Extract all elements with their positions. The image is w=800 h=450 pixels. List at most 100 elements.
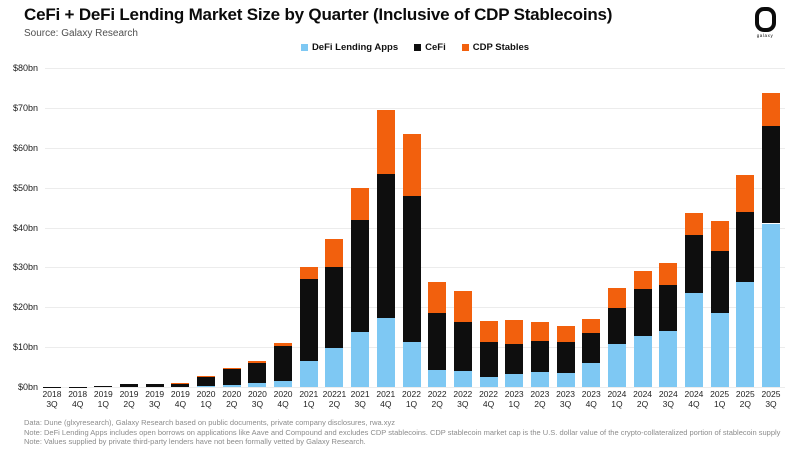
gridline (45, 387, 785, 388)
x-axis-label-quarter: 3Q (765, 398, 777, 409)
x-axis-label-quarter: 1Q (405, 398, 418, 409)
bar-segment-defi (274, 380, 293, 387)
x-axis-label-year: 2025 (735, 389, 755, 399)
y-axis-tick-label: $20bn (12, 302, 38, 313)
bar-segment-cefi (171, 383, 190, 387)
x-axis-label: 2024 1Q (595, 389, 639, 409)
bar-segment-cefi (556, 341, 575, 374)
x-axis-label-year: 2018 (42, 389, 62, 399)
bar-segment-defi (453, 371, 472, 387)
x-axis-label-quarter: 2Q (636, 398, 649, 409)
bar-segment-cefi (762, 126, 780, 224)
bar-segment-cefi (479, 341, 498, 378)
x-axis-label: 2025 2Q (723, 389, 767, 409)
bar-segment-defi (222, 385, 241, 387)
x-axis-label: 2023 2Q (518, 389, 562, 409)
bar-segment-cefi (428, 312, 447, 370)
galaxy-logo-icon (754, 7, 776, 32)
x-axis-label-year: 2019 (93, 389, 113, 399)
y-axis-tick-label: $10bn (12, 342, 38, 353)
legend-label: DeFi Lending Apps (311, 42, 399, 53)
footnote-line-3: Note: Values supplied by private third-p… (24, 437, 366, 446)
x-axis-label-quarter: 2Q (739, 398, 751, 409)
legend-item: CDP Stables (461, 42, 530, 53)
footnote-line-2: Note: DeFi Lending Apps includes open bo… (24, 427, 781, 437)
bar-segment-cdp (351, 188, 370, 220)
x-axis-label: 2022 1Q (390, 389, 434, 409)
bar-segment-cefi (582, 332, 601, 364)
x-axis-label-quarter: 2Q (431, 398, 443, 409)
x-axis-label-year: 2023 (504, 389, 524, 399)
bar-segment-defi (582, 363, 601, 387)
bar-segment-cefi (120, 384, 139, 387)
y-axis-tick-label: $30bn (12, 262, 38, 273)
x-axis-label-year: 2023 (556, 389, 576, 399)
bar-segment-defi (633, 336, 652, 387)
bar-segment-defi (505, 373, 524, 387)
x-axis-label: 2022 4Q (467, 389, 511, 409)
x-axis-label: 2021 3Q (338, 389, 382, 409)
x-axis-label: 2020 2Q (210, 389, 254, 409)
y-axis-tick-label: $50bn (12, 182, 38, 193)
x-axis-label: 2019 1Q (81, 389, 125, 409)
x-axis-label-quarter: 1Q (508, 398, 520, 409)
bar-segment-cdp (556, 325, 575, 342)
x-axis-label-year: 2025 (710, 389, 730, 399)
x-axis-label-year: 2019 (119, 389, 139, 399)
x-axis-label-year: 2020 (222, 389, 242, 399)
bar-segment-cefi (684, 235, 703, 294)
bar-segment-cdp (376, 110, 395, 175)
bar-segment-cefi (274, 345, 293, 381)
x-axis-label-quarter: 2Q (226, 398, 238, 409)
bar-segment-cefi (505, 343, 524, 374)
bar-segment-cdp (684, 213, 703, 236)
bar-segment-defi (325, 347, 344, 387)
bar-segment-cdp (479, 320, 498, 342)
bar-segment-cefi (659, 284, 678, 332)
gridline (45, 68, 785, 69)
x-axis-label-year: 2023 (530, 389, 550, 399)
x-axis-label-year: 20221 (322, 389, 347, 399)
bar-segment-cdp (325, 239, 344, 268)
legend-label: CDP Stables (472, 42, 530, 53)
bar-segment-defi (402, 341, 421, 387)
bar-segment-cdp (659, 262, 678, 285)
x-axis-label-year: 2024 (607, 389, 627, 399)
bar-segment-defi (197, 386, 216, 387)
x-axis-label-quarter: 4Q (688, 398, 700, 409)
x-axis-label-quarter: 2Q (123, 398, 135, 409)
x-axis-label: 2023 4Q (569, 389, 613, 409)
bar-segment-defi (762, 223, 780, 387)
bar-segment-cefi (402, 195, 421, 342)
footnote-line-1: Data: Dune (glxyresearch), Galaxy Resear… (24, 418, 396, 427)
bar-segment-cdp (453, 290, 472, 322)
bar-segment-cefi (530, 340, 549, 372)
bar-segment-defi (248, 383, 267, 387)
y-axis-tick-label: $80bn (12, 63, 38, 73)
bar-segment-cefi (94, 385, 113, 387)
x-axis-label: 2018 3Q (30, 389, 74, 409)
bar-segment-cdp (248, 361, 267, 364)
bar-segment-cefi (299, 279, 318, 362)
x-axis-label-year: 2020 (196, 389, 216, 399)
x-axis-label-year: 2018 (68, 389, 88, 399)
bar-segment-cdp (736, 174, 755, 212)
x-axis-label-year: 2020 (247, 389, 267, 399)
bar-segment-cdp (402, 133, 421, 196)
galaxy-logo-word: galaxy (756, 33, 774, 38)
x-axis-label-year: 2022 (453, 389, 473, 399)
x-axis-label: 2021 4Q (364, 389, 408, 409)
bar-segment-cefi (222, 369, 241, 385)
x-axis-label-quarter: 4Q (482, 398, 495, 409)
x-axis-label: 2024 2Q (621, 389, 665, 409)
x-axis-label: 2022 3Q (441, 389, 485, 409)
chart-title: CeFi + DeFi Lending Market Size by Quart… (24, 5, 613, 24)
legend-item: CeFi (414, 42, 446, 53)
bar-segment-cefi (633, 289, 652, 337)
bar-segment-cefi (145, 384, 164, 387)
x-axis-label-year: 2019 (145, 389, 165, 399)
bar-segment-cdp (428, 281, 447, 313)
x-axis-label: 2019 4Q (158, 389, 202, 409)
legend-swatch-icon (414, 44, 422, 51)
x-axis-label: 2018 4Q (56, 389, 100, 409)
